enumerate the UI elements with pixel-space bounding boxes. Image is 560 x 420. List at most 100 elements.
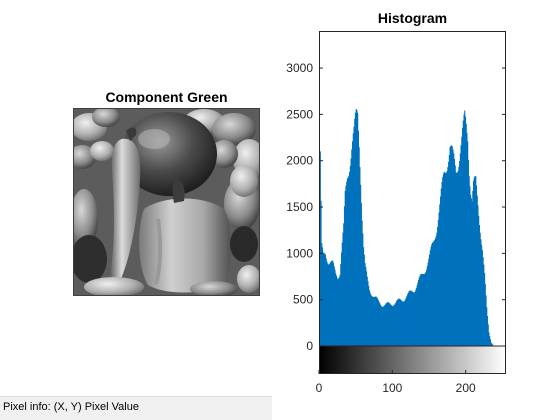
- histogram-bar: [395, 302, 397, 346]
- histogram-bar: [354, 112, 357, 347]
- histogram-bar: [374, 296, 376, 346]
- histogram-bar: [401, 300, 403, 346]
- histogram-bar: [349, 171, 351, 346]
- histogram-bar: [413, 292, 415, 346]
- histogram-bar: [378, 301, 380, 346]
- histogram-bar: [379, 303, 381, 346]
- histogram-bar: [393, 305, 395, 346]
- histogram-bar: [409, 290, 411, 346]
- histogram-bar: [322, 252, 324, 346]
- histogram-bar: [463, 114, 465, 346]
- histogram-bar: [456, 172, 458, 346]
- histogram-bar: [330, 261, 332, 346]
- histogram-bar: [434, 239, 436, 346]
- histogram-bar: [360, 203, 362, 346]
- histogram-bar: [433, 240, 435, 346]
- histogram-bar: [334, 269, 336, 346]
- histogram-bar: [436, 232, 438, 346]
- histogram-bar: [459, 160, 461, 346]
- histogram-bar: [398, 298, 401, 346]
- histogram-bar: [319, 151, 321, 346]
- histogram-bar: [336, 277, 338, 346]
- histogram-bar: [381, 306, 383, 346]
- histogram-bar: [352, 141, 354, 346]
- histogram-bar: [341, 242, 343, 346]
- histogram-bar: [338, 278, 340, 346]
- histogram-bar: [468, 176, 470, 346]
- histogram-bar: [362, 233, 364, 346]
- histogram-bar: [426, 269, 428, 346]
- histogram-bar: [384, 305, 386, 346]
- histogram-bar: [474, 176, 476, 346]
- histogram-chart: 0 500 1000 1500 2000 2500 3000 0 100 200: [286, 31, 506, 395]
- histogram-bar: [440, 188, 442, 346]
- histogram-bar: [325, 258, 327, 346]
- histogram-bar: [484, 283, 486, 346]
- histogram-bar: [473, 177, 475, 346]
- histogram-bar: [385, 303, 387, 346]
- histogram-bar: [423, 274, 425, 346]
- histogram-bar: [473, 180, 475, 346]
- histogram-bar: [409, 290, 412, 346]
- histogram-bar: [448, 161, 450, 346]
- histogram-bar: [429, 254, 431, 346]
- peppers-grayscale-image: [74, 109, 259, 295]
- histogram-bar: [492, 344, 494, 346]
- histogram-bar: [488, 332, 490, 346]
- histogram-bar: [418, 277, 420, 346]
- histogram-bar: [376, 297, 378, 346]
- histogram-bar: [352, 133, 354, 346]
- histogram-bar: [393, 304, 395, 346]
- histogram-bar: [321, 247, 324, 346]
- histogram-bar: [435, 236, 437, 346]
- histogram-bar: [363, 247, 365, 346]
- histogram-bar: [321, 243, 323, 346]
- histogram-bar: [397, 299, 399, 346]
- histogram-bar: [450, 145, 452, 346]
- histogram-bar: [327, 263, 329, 346]
- figure-window: Component Green: [73, 10, 506, 395]
- histogram-bar: [420, 274, 422, 346]
- histogram-bar: [348, 175, 350, 346]
- histogram-bar: [396, 300, 398, 346]
- histogram-bar: [320, 200, 322, 346]
- histogram-bar: [375, 296, 377, 346]
- histogram-bar: [428, 258, 430, 346]
- histogram-bar: [367, 281, 369, 346]
- histogram-bar: [365, 266, 367, 346]
- histogram-bar: [354, 118, 356, 346]
- histogram-bar: [391, 305, 393, 346]
- histogram-bar: [368, 285, 370, 346]
- histogram-bar: [486, 315, 489, 346]
- histogram-bar: [421, 273, 423, 346]
- histogram-bar: [445, 173, 447, 346]
- histogram-bar: [368, 290, 370, 346]
- histogram-bar: [467, 159, 469, 346]
- histogram-bar: [479, 232, 481, 346]
- histogram-bar: [457, 170, 459, 346]
- histogram-bar: [369, 292, 371, 346]
- histogram-bar: [371, 295, 373, 346]
- green-component-image[interactable]: [73, 108, 260, 296]
- histogram-bar: [404, 300, 406, 346]
- histogram-bar: [453, 153, 455, 346]
- histogram-bar: [431, 244, 433, 346]
- histogram-bar: [442, 173, 445, 346]
- histogram-bar: [388, 302, 390, 346]
- histogram-bar: [486, 307, 488, 346]
- histogram-bar: [476, 195, 478, 346]
- histogram-bar: [323, 252, 325, 346]
- histogram-bar: [423, 274, 425, 346]
- histogram-bar: [370, 294, 372, 346]
- histogram-bar: [426, 266, 428, 346]
- histogram-bar: [417, 282, 419, 346]
- histogram-bar: [465, 123, 467, 346]
- histogram-bar: [335, 275, 337, 346]
- histogram-bar: [342, 232, 344, 346]
- histogram-bar: [333, 266, 335, 346]
- histogram-bar: [448, 155, 450, 346]
- histogram-bar: [461, 136, 463, 346]
- histogram-bar: [453, 158, 456, 346]
- histogram-bar: [374, 296, 376, 346]
- histogram-bar: [438, 212, 440, 346]
